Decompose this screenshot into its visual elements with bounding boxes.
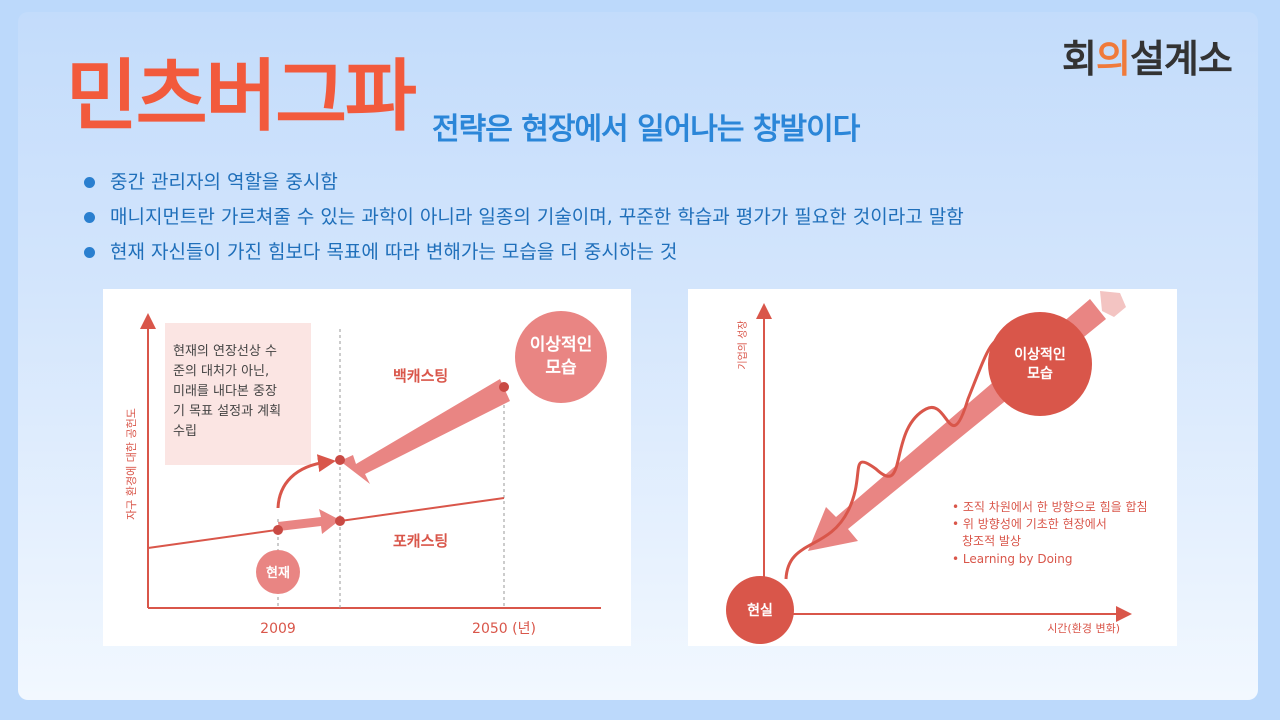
point-2050 [499, 382, 509, 392]
logo-text-b: 의 [1095, 37, 1131, 81]
bullet-list: 중간 관리자의 역할을 중시함 매니지먼트란 가르쳐줄 수 있는 과학이 아니라… [84, 168, 964, 273]
note-line: • 조직 차원에서 한 방향으로 힘을 합침 [952, 500, 1148, 514]
y-axis-label: 자구 환경에 대한 공헌도 [125, 408, 138, 520]
company-logo: 회의설계소 [1062, 28, 1233, 83]
ideal-label: 모습 [545, 358, 577, 378]
ideal-label: 이상적인 [1014, 346, 1066, 363]
ideal-label: 이상적인 [530, 335, 593, 355]
ideal-circle [515, 311, 607, 403]
backcasting-diagram-svg: 현재의 연장선상 수 준의 대처가 아닌, 미래를 내다본 중장 기 목표 설정… [125, 311, 607, 637]
bullet-dot [84, 177, 95, 188]
reality-circle [726, 576, 794, 644]
note-line: • 위 방향성에 기초한 현장에서 [952, 517, 1107, 531]
backcasting-label: 백캐스팅 [393, 367, 448, 385]
logo-text-a: 회 [1062, 37, 1097, 81]
forecasting-label: 포캐스팅 [393, 532, 448, 550]
emergent-strategy-diagram: 이상적인 모습 현실 • 조직 차원에서 한 방향으로 힘을 합침 • 위 방향… [688, 289, 1177, 646]
x-axis-label: 시간(환경 변화) [1047, 622, 1120, 635]
x-tick-label: 2050 (년) [472, 621, 536, 637]
bullet-item: 매니지먼트란 가르쳐줄 수 있는 과학이 아니라 일종의 기술이며, 꾸준한 학… [84, 203, 964, 238]
note-line: 창조적 발상 [962, 534, 1021, 548]
point-backcast [335, 455, 345, 465]
logo-text-c: 설계소 [1129, 37, 1233, 81]
note-line: 현재의 연장선상 수 [173, 344, 277, 359]
note-line: 미래를 내다본 중장 [173, 384, 277, 399]
y-axis-label: 기업의 성장 [736, 320, 749, 369]
bullet-item: 중간 관리자의 역할을 중시함 [84, 168, 964, 203]
transition-curve [276, 454, 336, 509]
bullet-text: 중간 관리자의 역할을 중시함 [110, 171, 338, 193]
backcasting-arrow [340, 379, 510, 484]
point-2009 [273, 525, 283, 535]
note-box [165, 323, 311, 465]
growth-curve [784, 333, 1009, 580]
current-label: 현재 [266, 565, 290, 581]
x-tick-label: 2009 [260, 621, 296, 637]
note-line: • Learning by Doing [952, 552, 1072, 566]
emergent-strategy-diagram-svg: 이상적인 모습 현실 • 조직 차원에서 한 방향으로 힘을 합침 • 위 방향… [726, 291, 1148, 644]
forecasting-arrow [278, 509, 340, 534]
note-line: 기 목표 설정과 계획 [173, 404, 281, 419]
page-subtitle: 전략은 현장에서 일어나는 창발이다 [432, 112, 860, 147]
point-forecast [335, 516, 345, 526]
bullet-text: 현재 자신들이 가진 힘보다 목표에 따라 변해가는 모습을 더 중시하는 것 [110, 241, 678, 263]
bullet-item: 현재 자신들이 가진 힘보다 목표에 따라 변해가는 모습을 더 중시하는 것 [84, 238, 964, 273]
bullet-text: 매니지먼트란 가르쳐줄 수 있는 과학이 아니라 일종의 기술이며, 꾸준한 학… [110, 206, 964, 228]
note-line: 준의 대처가 아닌, [173, 364, 269, 379]
ideal-label: 모습 [1027, 366, 1053, 382]
ideal-circle [988, 312, 1092, 416]
current-circle [256, 550, 300, 594]
bullet-dot [84, 247, 95, 258]
reality-label: 현실 [747, 603, 773, 619]
climber-icon [1100, 291, 1126, 317]
backcasting-diagram: 현재의 연장선상 수 준의 대처가 아닌, 미래를 내다본 중장 기 목표 설정… [103, 289, 631, 646]
note-line: 수립 [173, 424, 197, 439]
page-title: 민츠버그파 [66, 52, 417, 142]
bullet-dot [84, 212, 95, 223]
